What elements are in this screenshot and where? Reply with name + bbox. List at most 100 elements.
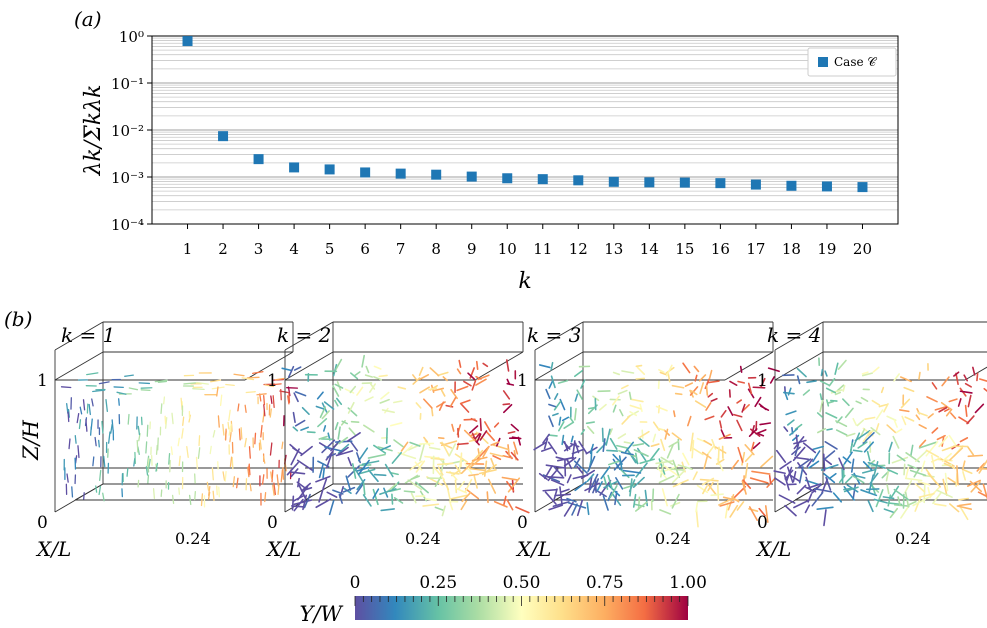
vector-arrow bbox=[506, 359, 510, 372]
vector-arrow bbox=[867, 500, 874, 513]
vector-arrow bbox=[553, 488, 558, 501]
vector-arrow bbox=[294, 391, 307, 397]
vector-arrow bbox=[128, 387, 139, 391]
vector-arrow bbox=[380, 391, 390, 400]
vector-arrow bbox=[744, 453, 754, 462]
vector-arrow bbox=[354, 468, 365, 484]
vector-arrow bbox=[609, 485, 618, 499]
vector-arrow bbox=[748, 428, 758, 437]
vector-arrow bbox=[254, 432, 257, 445]
vector-arrow bbox=[764, 505, 769, 523]
vector-arrow bbox=[244, 404, 247, 413]
vector-arrow bbox=[962, 471, 967, 481]
mode-title: k = 3 bbox=[527, 323, 581, 347]
vector-arrow bbox=[367, 453, 386, 459]
vector-arrow bbox=[838, 457, 845, 471]
vector-arrow bbox=[471, 456, 488, 462]
vector-arrow bbox=[576, 465, 584, 474]
data-point bbox=[608, 176, 619, 187]
vector-arrow bbox=[938, 435, 949, 448]
vector-arrow bbox=[515, 506, 530, 514]
vector-arrow bbox=[639, 458, 655, 465]
vector-arrow bbox=[423, 436, 429, 443]
x-axis-label-b: X/L bbox=[755, 537, 791, 561]
vector-arrow bbox=[393, 400, 403, 404]
vector-arrow bbox=[845, 476, 853, 484]
vector-arrow bbox=[793, 499, 811, 509]
vector-arrow bbox=[636, 366, 646, 375]
vector-arrow bbox=[910, 444, 914, 457]
vector-arrow bbox=[553, 400, 562, 411]
vector-arrow bbox=[940, 401, 951, 410]
vector-arrow bbox=[280, 389, 282, 401]
vector-arrow bbox=[887, 494, 892, 507]
vector-arrow bbox=[802, 442, 817, 454]
vector-arrow bbox=[292, 447, 303, 455]
vector-arrow bbox=[293, 498, 304, 512]
vector-arrow bbox=[424, 498, 437, 502]
vector-arrow bbox=[918, 441, 937, 449]
vector-arrow bbox=[493, 500, 508, 508]
x-axis: 1 2 3 4 5 6 7 8 9 10 11 12 13 14 15 16 17 18 19 20 bbox=[183, 224, 872, 258]
z-tick-bottom: 0 bbox=[517, 513, 528, 533]
colorbar: 0 0.25 0.50 0.75 1.00 Y/W bbox=[299, 573, 706, 626]
vector-arrow bbox=[561, 434, 565, 446]
vector-arrow bbox=[88, 403, 91, 416]
vector-arrow bbox=[629, 411, 638, 417]
vector-arrow bbox=[364, 396, 374, 402]
vector-arrow bbox=[365, 365, 370, 374]
vector-arrow bbox=[817, 427, 827, 434]
vector-arrow bbox=[137, 479, 140, 488]
vector-arrow bbox=[335, 358, 343, 371]
vector-arrow bbox=[736, 501, 745, 511]
vector-arrow bbox=[219, 394, 223, 407]
vector-arrow bbox=[693, 365, 700, 373]
vector-arrow bbox=[903, 386, 915, 393]
vector-arrow bbox=[982, 483, 987, 501]
vector-arrow bbox=[668, 440, 680, 448]
vector-arrow bbox=[323, 401, 335, 410]
vector-arrow bbox=[835, 429, 848, 436]
vector-arrow bbox=[789, 428, 799, 436]
vector-arrow bbox=[482, 446, 490, 458]
vector-arrow bbox=[883, 403, 889, 413]
vector-arrow bbox=[958, 416, 970, 424]
vector-arrow bbox=[293, 392, 299, 403]
vector-arrow bbox=[332, 489, 344, 495]
y-tick-label: 10⁻¹ bbox=[111, 75, 144, 93]
vector-arrow bbox=[280, 469, 284, 483]
vector-arrow bbox=[415, 460, 426, 473]
vector-arrow bbox=[860, 489, 878, 497]
vector-arrow bbox=[606, 449, 619, 452]
vector-arrow bbox=[836, 384, 845, 392]
vector-arrow bbox=[563, 501, 574, 517]
vector-arrow bbox=[82, 399, 86, 411]
x-tick-label: 3 bbox=[254, 240, 264, 258]
x-axis-tick-b: 0.24 bbox=[405, 529, 441, 548]
vector-arrow bbox=[66, 473, 69, 483]
vector-arrow bbox=[966, 415, 975, 425]
vector-arrow bbox=[456, 368, 462, 375]
vector-arrow bbox=[632, 476, 645, 488]
vector-arrow bbox=[752, 386, 766, 389]
vector-arrow bbox=[616, 444, 629, 450]
x-tick-label: 9 bbox=[467, 240, 477, 258]
vector-arrow bbox=[256, 393, 267, 396]
vector-arrow bbox=[867, 461, 886, 469]
vector-arrow bbox=[484, 421, 492, 433]
vector-arrow bbox=[136, 439, 139, 453]
vector-arrow bbox=[287, 395, 290, 405]
vector-arrow bbox=[828, 472, 837, 480]
vector-arrow bbox=[636, 447, 647, 462]
vector-arrow bbox=[297, 477, 300, 488]
vector-arrow bbox=[716, 482, 720, 501]
vector-arrow bbox=[651, 488, 655, 503]
vector-arrow bbox=[598, 403, 607, 411]
vector-arrow bbox=[463, 380, 472, 387]
vector-arrow bbox=[953, 371, 960, 377]
vector-arrow bbox=[672, 479, 689, 488]
vector-arrow bbox=[880, 386, 885, 394]
vector-arrow bbox=[674, 392, 683, 396]
vector-arrow bbox=[542, 433, 550, 444]
vector-arrow bbox=[900, 506, 909, 519]
